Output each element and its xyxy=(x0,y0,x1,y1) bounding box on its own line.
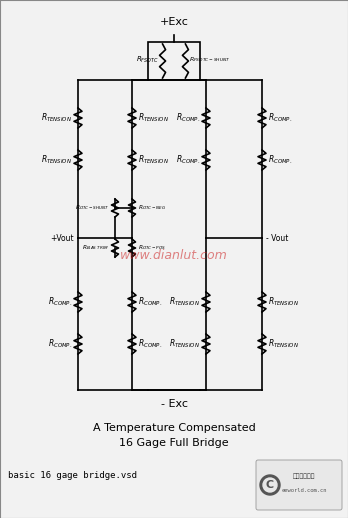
Text: C: C xyxy=(266,480,274,490)
Text: - Vout: - Vout xyxy=(266,234,288,242)
Circle shape xyxy=(260,475,280,495)
Text: $R_{COMP.}$: $R_{COMP.}$ xyxy=(48,338,72,350)
Text: basic 16 gage bridge.vsd: basic 16 gage bridge.vsd xyxy=(8,470,137,480)
Bar xyxy=(148,42,200,80)
Text: $R_{COMP.}$: $R_{COMP.}$ xyxy=(176,154,200,166)
Text: 电子工程世界: 电子工程世界 xyxy=(293,473,315,479)
Text: A Temperature Compensated: A Temperature Compensated xyxy=(93,423,255,433)
Text: $R_{TENSION}$: $R_{TENSION}$ xyxy=(268,338,299,350)
Text: $R_{TENSION}$: $R_{TENSION}$ xyxy=(138,112,169,124)
Text: $R_{COMP.}$: $R_{COMP.}$ xyxy=(48,296,72,308)
Text: $R_{OTC-NEG}$: $R_{OTC-NEG}$ xyxy=(138,204,166,212)
Text: $R_{TENSION}$: $R_{TENSION}$ xyxy=(41,112,72,124)
Text: $R_{FSOTC}$: $R_{FSOTC}$ xyxy=(135,55,159,65)
Text: $R_{TENSION}$: $R_{TENSION}$ xyxy=(169,296,200,308)
Text: $R_{TENSION}$: $R_{TENSION}$ xyxy=(138,154,169,166)
Text: $R_{OTC-POS}$: $R_{OTC-POS}$ xyxy=(138,243,166,252)
FancyBboxPatch shape xyxy=(256,460,342,510)
Text: +Exc: +Exc xyxy=(160,17,188,27)
Text: +Vout: +Vout xyxy=(50,234,74,242)
Text: 16 Gage Full Bridge: 16 Gage Full Bridge xyxy=(119,438,229,448)
Text: $R_{COMP.}$: $R_{COMP.}$ xyxy=(268,154,292,166)
Circle shape xyxy=(263,478,277,492)
Text: $R_{TENSION}$: $R_{TENSION}$ xyxy=(268,296,299,308)
Text: $R_{COMP.}$: $R_{COMP.}$ xyxy=(138,296,162,308)
Text: $R_{COMP.}$: $R_{COMP.}$ xyxy=(176,112,200,124)
Text: $R_{TENSION}$: $R_{TENSION}$ xyxy=(41,154,72,166)
Text: $R_{COMP.}$: $R_{COMP.}$ xyxy=(268,112,292,124)
Text: www.dianlut.com: www.dianlut.com xyxy=(120,249,228,262)
Text: eeworld.com.cn: eeworld.com.cn xyxy=(281,487,327,493)
Text: $R_{OTC-SHUNT}$: $R_{OTC-SHUNT}$ xyxy=(75,204,109,212)
Text: $R_{TENSION}$: $R_{TENSION}$ xyxy=(169,338,200,350)
Text: $R_{COMP.}$: $R_{COMP.}$ xyxy=(138,338,162,350)
Text: $R_{BIAS\ TRIM}$: $R_{BIAS\ TRIM}$ xyxy=(82,243,109,252)
Text: $R_{FSOTC-SHUNT}$: $R_{FSOTC-SHUNT}$ xyxy=(189,55,231,64)
Text: - Exc: - Exc xyxy=(160,399,188,409)
